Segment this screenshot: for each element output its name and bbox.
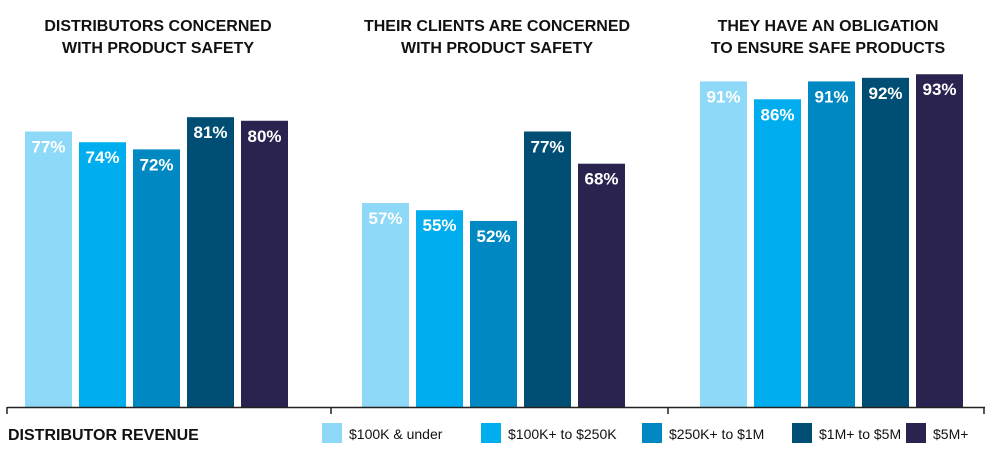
- bar-value-label: 80%: [247, 127, 281, 146]
- legend-swatch: [481, 423, 501, 443]
- bar: [187, 117, 234, 407]
- legend-label: $5M+: [933, 426, 968, 442]
- bar: [133, 149, 180, 407]
- legend-title: DISTRIBUTOR REVENUE: [8, 427, 199, 444]
- panel-title-line: THEIR CLIENTS ARE CONCERNED: [364, 18, 630, 35]
- panel-title-line: THEY HAVE AN OBLIGATION: [718, 18, 939, 35]
- bar-value-label: 86%: [760, 105, 794, 124]
- bar-value-label: 72%: [139, 155, 173, 174]
- bar-value-label: 91%: [814, 87, 848, 106]
- bar: [862, 77, 909, 407]
- bar-value-label: 52%: [476, 227, 510, 246]
- bars: [25, 74, 963, 408]
- legend-swatch: [792, 423, 812, 443]
- bar-value-labels: 77% 74% 72% 81% 80% 57% 55% 52% 77% 68% 91% 86% 91% 9…: [31, 80, 956, 246]
- bar: [362, 203, 409, 407]
- bar: [578, 163, 625, 407]
- panel-title-line: DISTRIBUTORS CONCERNED: [44, 18, 271, 35]
- bar: [241, 120, 288, 407]
- legend-label: $1M+ to $5M: [819, 426, 901, 442]
- bar-value-label: 93%: [922, 80, 956, 99]
- legend-swatch: [906, 423, 926, 443]
- legend-label: $250K+ to $1M: [669, 426, 764, 442]
- legend-swatch: [322, 423, 342, 443]
- bar: [79, 142, 126, 407]
- legend-label: $100K+ to $250K: [508, 426, 617, 442]
- bar: [470, 220, 517, 407]
- bar-value-label: 91%: [706, 87, 740, 106]
- legend-label: $100K & under: [349, 426, 443, 442]
- bar-value-label: 81%: [193, 123, 227, 142]
- bar: [916, 74, 963, 407]
- bar: [754, 99, 801, 408]
- bar: [808, 81, 855, 407]
- bar-value-label: 92%: [868, 84, 902, 103]
- panel-title-line: WITH PRODUCT SAFETY: [62, 40, 254, 57]
- bar-value-label: 74%: [85, 148, 119, 167]
- legend-swatch: [642, 423, 662, 443]
- bar-value-label: 68%: [584, 170, 618, 189]
- panel-titles: DISTRIBUTORS CONCERNED WITH PRODUCT SAFET…: [44, 18, 945, 57]
- bar-value-label: 55%: [422, 216, 456, 235]
- bar-value-label: 77%: [530, 137, 564, 156]
- panel-title-line: TO ENSURE SAFE PRODUCTS: [711, 40, 946, 57]
- bar-value-label: 77%: [31, 137, 65, 156]
- bar: [700, 81, 747, 407]
- bar: [416, 210, 463, 407]
- bar: [524, 131, 571, 407]
- panel-title-line: WITH PRODUCT SAFETY: [401, 40, 593, 57]
- bar: [25, 131, 72, 407]
- bar-value-label: 57%: [368, 209, 402, 228]
- x-axis: [6, 406, 985, 414]
- legend: $100K & under $100K+ to $250K $250K+ to $1…: [322, 423, 968, 443]
